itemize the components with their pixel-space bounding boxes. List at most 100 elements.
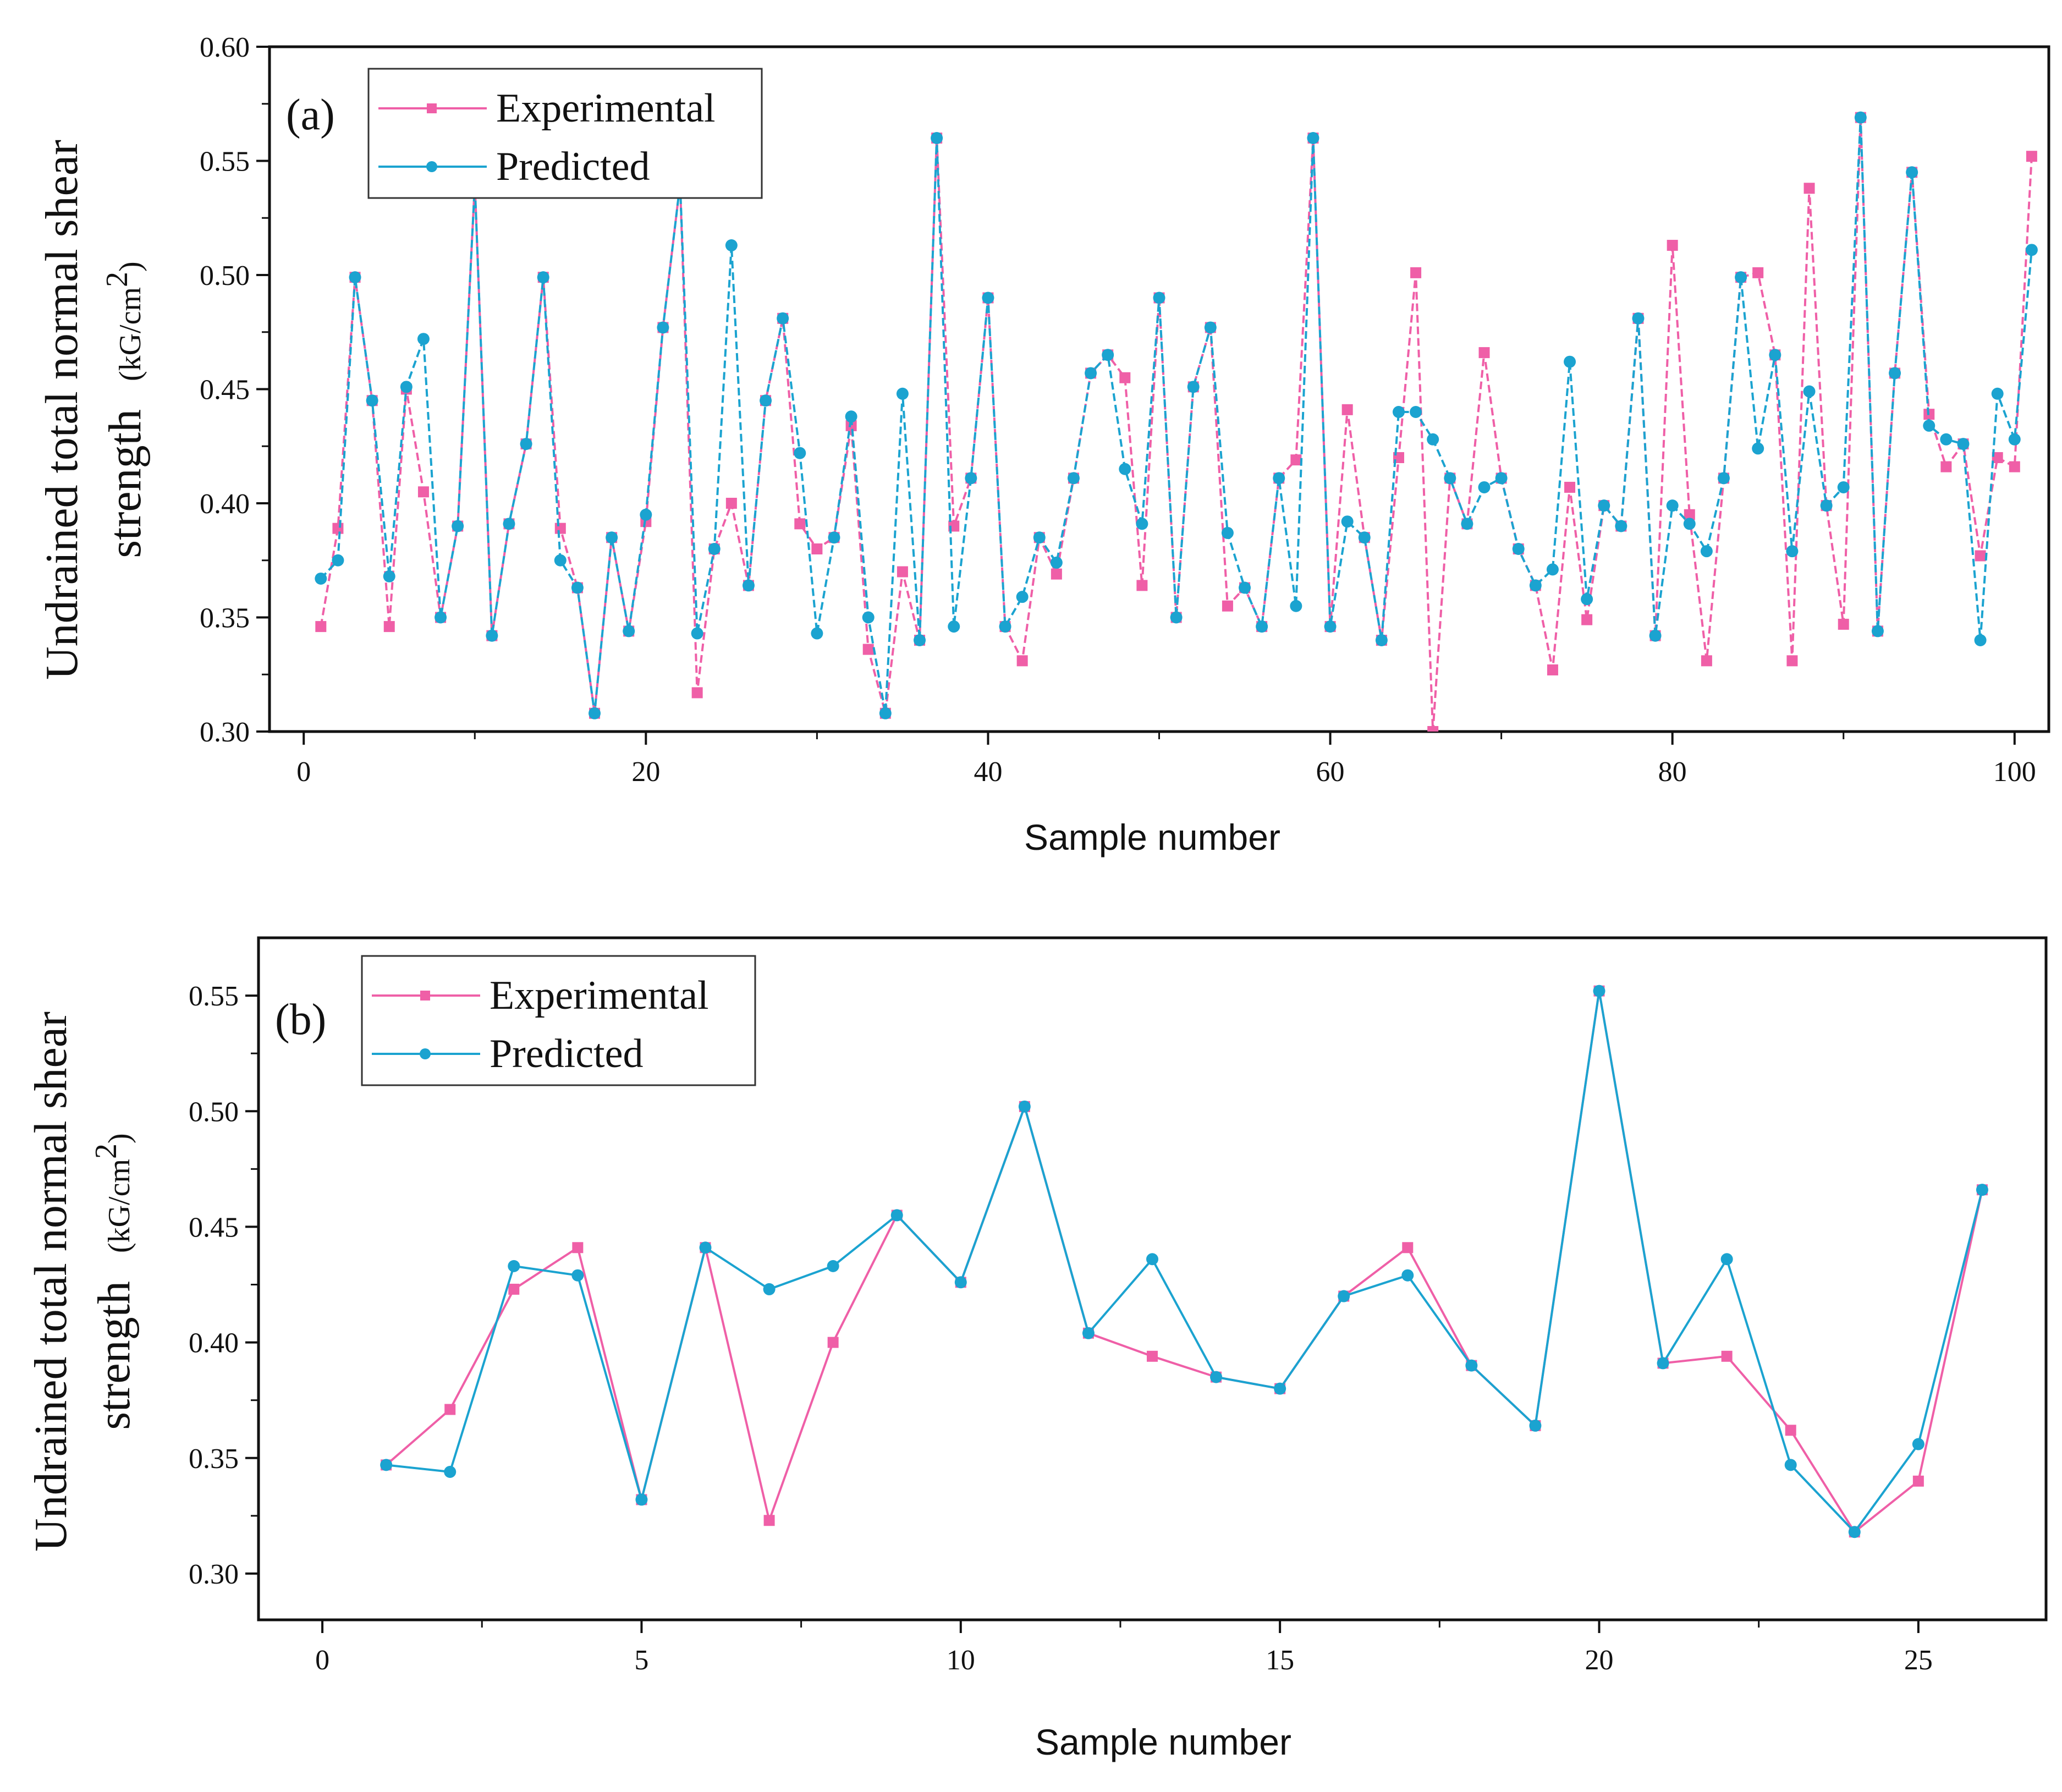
experimental-point: [2009, 461, 2020, 472]
experimental-point: [572, 1242, 584, 1254]
y-tick-label: 0.45: [189, 1212, 239, 1243]
predicted-point: [896, 387, 909, 400]
x-tick-label: 5: [634, 1645, 648, 1676]
experimental-point: [862, 644, 874, 655]
y-tick-label: 0.55: [200, 146, 250, 178]
x-tick-label: 10: [947, 1645, 975, 1676]
x-tick-label: 40: [974, 756, 1002, 788]
experimental-point: [2026, 151, 2037, 162]
experimental-point: [444, 1404, 456, 1415]
predicted-point: [1290, 600, 1302, 612]
predicted-point: [999, 620, 1011, 633]
y-axis-label-strength-a: strength: [100, 409, 151, 558]
y-tick-label: 0.60: [200, 32, 250, 63]
y-tick-label: 0.45: [200, 375, 250, 406]
predicted-point: [1786, 545, 1799, 558]
x-axis-label-a: Sample number: [1024, 817, 1280, 857]
x-tick-label: 0: [296, 756, 311, 788]
predicted-point: [1307, 132, 1319, 144]
y-tick-label: 0.55: [189, 981, 239, 1012]
experimental-point: [417, 486, 429, 498]
experimental-point: [1721, 1350, 1733, 1362]
predicted-point: [1146, 1253, 1158, 1266]
experimental-point: [1410, 267, 1422, 278]
predicted-point: [1187, 381, 1200, 393]
predicted-point: [1976, 1184, 1988, 1196]
predicted-point: [1649, 629, 1662, 642]
y-axis-label-b: Undrained total normal shear strength (k…: [25, 1012, 140, 1552]
predicted-point: [1153, 292, 1165, 304]
predicted-point: [1974, 634, 1987, 646]
predicted-point: [914, 634, 926, 646]
experimental-point: [1785, 1425, 1796, 1436]
experimental-point: [1016, 655, 1028, 667]
predicted-point: [1820, 499, 1833, 512]
predicted-point: [1392, 406, 1405, 418]
experimental-point: [1667, 240, 1678, 251]
predicted-point: [1529, 579, 1542, 592]
predicted-point: [828, 531, 840, 544]
experimental-point: [508, 1283, 520, 1295]
predicted-point: [1274, 1382, 1286, 1395]
predicted-point: [1444, 472, 1456, 485]
predicted-point: [1991, 387, 2004, 400]
predicted-point: [380, 1459, 393, 1471]
predicted-point: [1871, 625, 1884, 637]
predicted-point: [1803, 385, 1816, 398]
predicted-point: [1912, 1438, 1924, 1450]
predicted-point: [1050, 556, 1063, 569]
experimental-point: [315, 621, 327, 633]
experimental-point: [691, 687, 703, 699]
legend-box: [361, 955, 756, 1086]
y-tick-label: 0.50: [189, 1096, 239, 1128]
experimental-point: [1838, 618, 1849, 630]
legend-marker-predicted: [420, 1048, 431, 1059]
x-tick-label: 15: [1266, 1645, 1294, 1676]
predicted-point: [1204, 321, 1217, 334]
predicted-point: [383, 570, 395, 582]
predicted-point: [954, 1276, 967, 1289]
experimental-point: [1136, 580, 1148, 591]
predicted-point: [1837, 481, 1850, 493]
experimental-point: [1222, 600, 1233, 612]
predicted-point: [1082, 1327, 1095, 1339]
predicted-point: [1221, 526, 1234, 539]
predicted-point: [635, 1493, 648, 1506]
experimental-point: [332, 523, 344, 534]
predicted-point: [1735, 271, 1747, 284]
experimental-point: [827, 1337, 839, 1348]
y-tick-label: 0.40: [200, 488, 250, 520]
predicted-point: [623, 625, 635, 637]
y-tick-label: 0.30: [200, 717, 250, 748]
predicted-point: [1465, 1359, 1478, 1372]
experimental-point: [1290, 454, 1302, 466]
x-tick-label: 20: [1585, 1645, 1614, 1676]
legend-box: [367, 68, 763, 199]
predicted-point: [1598, 499, 1610, 512]
predicted-point: [417, 333, 430, 345]
predicted-point: [1033, 531, 1046, 544]
predicted-point: [1375, 634, 1388, 646]
predicted-point: [742, 579, 755, 592]
legend-marker-experimental: [427, 103, 437, 113]
legend-label-predicted: Predicted: [490, 1031, 643, 1076]
predicted-point: [1338, 1290, 1350, 1302]
predicted-point: [879, 707, 892, 719]
predicted-point: [1085, 367, 1097, 380]
experimental-point: [1581, 614, 1593, 625]
predicted-point: [699, 1241, 712, 1254]
experimental-point: [897, 566, 908, 578]
experimental-point: [1564, 481, 1576, 493]
predicted-series-line: [386, 991, 1983, 1534]
predicted-point: [1273, 472, 1285, 485]
predicted-point: [1016, 591, 1029, 603]
experimental-point: [794, 518, 806, 530]
predicted-point: [1067, 472, 1080, 485]
predicted-point: [1848, 1526, 1861, 1538]
predicted-point: [486, 629, 498, 642]
x-tick-label: 60: [1316, 756, 1345, 788]
predicted-point: [537, 271, 549, 284]
experimental-point: [725, 498, 737, 509]
experimental-point: [383, 621, 395, 633]
